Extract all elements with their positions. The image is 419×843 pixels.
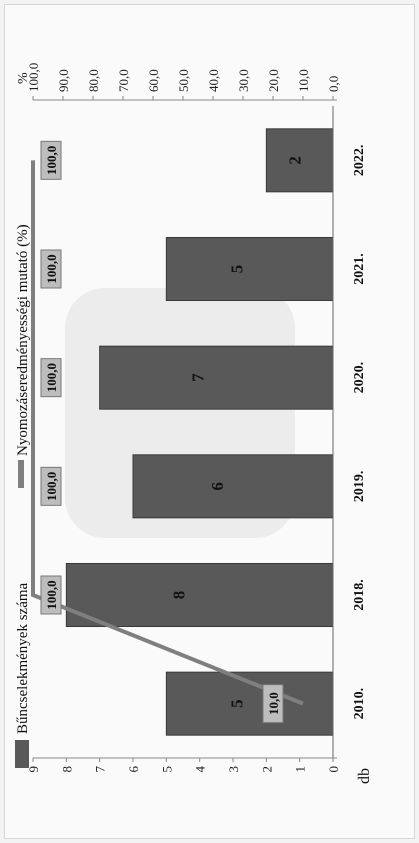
bar — [99, 345, 334, 410]
line-value-label: 100,0 — [44, 472, 59, 501]
right-axis-tick-label: 80,0 — [86, 69, 101, 92]
bar-value-label: 8 — [169, 591, 188, 600]
line-label-box — [40, 466, 62, 506]
line-value-label: 100,0 — [44, 363, 59, 392]
legend-swatch-line — [18, 460, 24, 488]
chart-frame: Bűncselekmények száma Nyomozáseredményess… — [4, 4, 415, 839]
x-tick-label: 2021. — [352, 253, 367, 285]
x-tick-label: 2020. — [352, 362, 367, 394]
line-value-label: 10,0 — [266, 692, 281, 715]
left-axis-tick-label: 7 — [93, 766, 108, 773]
bar — [165, 236, 334, 302]
bar-value-label: 2 — [285, 156, 304, 165]
right-axis-label: % — [16, 72, 31, 84]
left-axis-tick-label: 3 — [226, 766, 241, 773]
right-axis-tick-label: 0,0 — [326, 76, 341, 92]
bar-value-label: 5 — [227, 265, 246, 274]
line-value-label: 100,0 — [44, 580, 59, 609]
left-axis-tick-label: 6 — [126, 766, 141, 773]
bar — [132, 454, 334, 519]
left-axis-tick-label: 5 — [159, 766, 174, 773]
line-label-box — [40, 358, 62, 398]
right-axis-tick-label: 10,0 — [296, 69, 311, 92]
right-axis-tick-label: 100,0 — [26, 63, 41, 92]
x-tick-label: 2019. — [352, 471, 367, 503]
x-tick-label: 2018. — [352, 579, 367, 611]
right-axis-tick-label: 20,0 — [266, 69, 281, 92]
right-axis-tick-label: 30,0 — [236, 69, 251, 92]
rotated-chart: Bűncselekmények száma Nyomozáseredményess… — [5, 5, 414, 838]
left-axis-tick-label: 1 — [293, 766, 308, 773]
bar-value-label: 5 — [227, 699, 246, 708]
right-axis-tick-label: 90,0 — [56, 69, 71, 92]
line-value-label: 100,0 — [44, 146, 59, 175]
x-tick-label: 2010. — [352, 688, 367, 720]
right-axis-tick-label: 60,0 — [146, 69, 161, 92]
legend-swatch-bars — [15, 740, 29, 768]
chart-svg: Bűncselekmények száma Nyomozáseredményess… — [15, 63, 373, 784]
bar — [65, 562, 334, 628]
left-axis-tick-label: 4 — [193, 766, 208, 773]
right-axis-tick-label: 70,0 — [116, 69, 131, 92]
right-axis-tick-label: 40,0 — [206, 69, 221, 92]
right-axis-tick-label: 50,0 — [176, 69, 191, 92]
line-label-box — [40, 249, 62, 289]
line-label-box — [262, 684, 284, 724]
left-axis-tick-label: 8 — [59, 766, 74, 773]
legend-label-bars: Bűncselekmények száma — [15, 582, 31, 734]
left-axis-tick-label: 9 — [26, 766, 41, 773]
line-series — [31, 160, 304, 706]
bar-value-label: 7 — [189, 373, 208, 382]
left-axis-tick-label: 2 — [259, 766, 274, 773]
line-value-label: 100,0 — [44, 254, 59, 283]
line-label-box — [40, 140, 62, 180]
line-label-box — [40, 575, 62, 615]
left-axis-tick-label: 0 — [326, 766, 341, 773]
left-axis-label: db — [356, 768, 373, 784]
legend-label-line: Nyomozáseredményességi mutató (%) — [15, 224, 31, 456]
x-tick-label: 2022. — [352, 145, 367, 177]
bar-value-label: 6 — [208, 482, 227, 491]
